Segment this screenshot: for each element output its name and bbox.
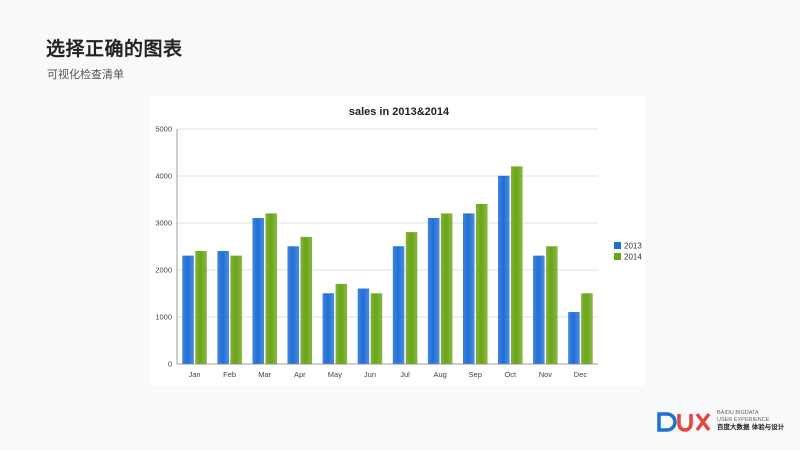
x-tick-label: Nov (539, 370, 553, 379)
bars (182, 166, 593, 365)
x-tick-label: Feb (223, 370, 236, 379)
x-tick-label: Aug (433, 370, 446, 379)
x-tick-label: Jun (364, 370, 376, 379)
y-tick-label: 5000 (155, 125, 172, 134)
bar-2014-feb (230, 255, 242, 365)
legend-label-2014: 2014 (624, 253, 642, 262)
chart-card: sales in 2013&2014 0 1000 2000 3000 4000 5000… (150, 96, 645, 386)
bar-2014-aug (440, 213, 453, 365)
brand-line-1: BAIDU BIGDATA (717, 410, 759, 416)
brand-line-2: USER EXPERIENCE (717, 417, 770, 423)
chart-title: sales in 2013&2014 (349, 106, 450, 118)
y-tick-label: 4000 (155, 172, 172, 181)
legend-swatch-2013 (614, 242, 621, 249)
x-tick-label: Apr (294, 370, 306, 379)
bar-2014-may (335, 283, 348, 365)
brand-logo: BAIDU BIGDATA USER EXPERIENCE 百度大数据 体验与设… (657, 410, 787, 438)
bar-2014-dec (581, 293, 593, 365)
y-tick-label: 0 (168, 360, 172, 369)
x-tick-label: Mar (258, 370, 271, 379)
bar-2014-jul (405, 232, 418, 365)
axes: 0 1000 2000 3000 4000 5000 Jan Feb Mar Apr May Jun J… (155, 125, 598, 379)
y-tick-label: 3000 (155, 219, 172, 228)
bar-2014-oct (511, 166, 523, 365)
bar-2013-mar (252, 218, 264, 365)
legend-swatch-2014 (614, 253, 621, 260)
x-tick-label: Jan (188, 370, 200, 379)
bar-2013-dec (568, 312, 580, 365)
bar-2013-jan (182, 255, 194, 365)
bar-2013-may (322, 293, 335, 365)
bar-2014-nov (546, 246, 558, 365)
bar-2013-aug (427, 218, 440, 365)
x-tick-label: Oct (504, 370, 517, 379)
x-tick-label: Sep (469, 370, 482, 379)
legend-label-2013: 2013 (624, 242, 642, 251)
brand-line-3: 百度大数据 体验与设计 (717, 423, 785, 431)
bar-chart: sales in 2013&2014 0 1000 2000 3000 4000 5000… (155, 106, 642, 379)
bar-2014-apr (300, 236, 312, 365)
bar-2013-apr (287, 246, 299, 365)
y-tick-label: 2000 (155, 266, 172, 275)
dux-logo-icon (657, 412, 711, 432)
y-tick-label: 1000 (155, 313, 172, 322)
x-tick-label: May (328, 370, 342, 379)
bar-2013-feb (217, 250, 229, 365)
bar-2014-jun (370, 293, 383, 365)
bar-2014-jan (195, 250, 207, 365)
page-title: 选择正确的图表 (46, 38, 183, 60)
x-tick-label: Dec (574, 370, 588, 379)
page-subtitle: 可视化检查清单 (47, 68, 124, 81)
legend: 2013 2014 (614, 242, 642, 262)
bar-2013-oct (498, 175, 510, 365)
bar-2014-sep (476, 203, 488, 365)
x-tick-label: Jul (400, 370, 410, 379)
bar-2013-jun (357, 288, 370, 365)
bar-2014-mar (265, 213, 277, 365)
bar-2013-jul (392, 246, 405, 365)
bar-2013-sep (463, 213, 475, 365)
brand-text: BAIDU BIGDATA USER EXPERIENCE 百度大数据 体验与设… (717, 410, 784, 431)
bar-2013-nov (533, 255, 545, 365)
